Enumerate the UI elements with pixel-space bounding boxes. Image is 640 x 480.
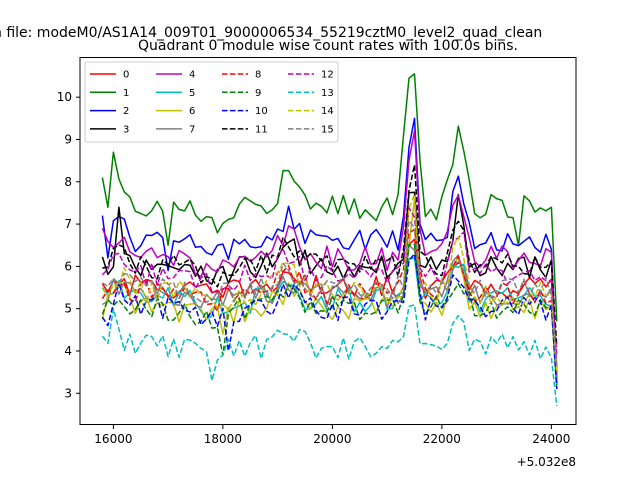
series-line-10 bbox=[101, 253, 558, 390]
y-tick-label: 8 bbox=[64, 175, 72, 189]
y-tick-label: 3 bbox=[64, 386, 72, 400]
y-tick-label: 7 bbox=[64, 217, 72, 231]
chart-title: Quadrant 0 module wise count rates with … bbox=[138, 38, 518, 54]
series-line-3 bbox=[101, 191, 558, 385]
y-tick-label: 5 bbox=[64, 302, 72, 316]
legend-label-15: 15 bbox=[321, 124, 334, 135]
legend-label-12: 12 bbox=[321, 70, 334, 81]
series-line-14 bbox=[101, 193, 558, 373]
legend-label-4: 4 bbox=[189, 70, 195, 81]
x-tick-label: 22000 bbox=[423, 432, 461, 446]
x-offset-label: +5.032e8 bbox=[517, 455, 576, 469]
series-line-13 bbox=[101, 303, 558, 407]
legend-label-6: 6 bbox=[189, 106, 195, 117]
y-tick-label: 10 bbox=[57, 90, 72, 104]
legend-label-14: 14 bbox=[321, 106, 334, 117]
series-line-12 bbox=[101, 207, 558, 356]
series-line-9 bbox=[101, 243, 558, 390]
legend-frame bbox=[84, 61, 339, 143]
y-tick-label: 6 bbox=[64, 259, 72, 273]
legend-label-7: 7 bbox=[189, 124, 195, 135]
legend-label-5: 5 bbox=[189, 88, 195, 99]
legend-label-1: 1 bbox=[123, 88, 129, 99]
x-tick-label: 24000 bbox=[532, 432, 570, 446]
series-line-2 bbox=[101, 117, 558, 381]
series-line-1 bbox=[101, 73, 558, 322]
x-tick-label: 20000 bbox=[313, 432, 351, 446]
legend-label-3: 3 bbox=[123, 124, 129, 135]
legend-label-8: 8 bbox=[255, 70, 261, 81]
series-line-5 bbox=[101, 257, 558, 381]
series-line-8 bbox=[101, 228, 558, 373]
legend-label-2: 2 bbox=[123, 106, 129, 117]
legend-label-13: 13 bbox=[321, 88, 334, 99]
series-line-11 bbox=[102, 164, 558, 347]
x-tick-label: 18000 bbox=[204, 432, 242, 446]
legend-label-11: 11 bbox=[255, 124, 268, 135]
plot-frame bbox=[79, 57, 577, 425]
y-tick-label: 4 bbox=[64, 344, 72, 358]
legend-label-9: 9 bbox=[255, 88, 261, 99]
y-tick-label: 9 bbox=[64, 132, 72, 146]
x-tick-label: 16000 bbox=[94, 432, 132, 446]
legend-label-10: 10 bbox=[255, 106, 268, 117]
legend-label-0: 0 bbox=[123, 70, 129, 81]
chart-suptitle: n file: modeM0/AS1A14_009T01_9000006534_… bbox=[0, 25, 542, 41]
